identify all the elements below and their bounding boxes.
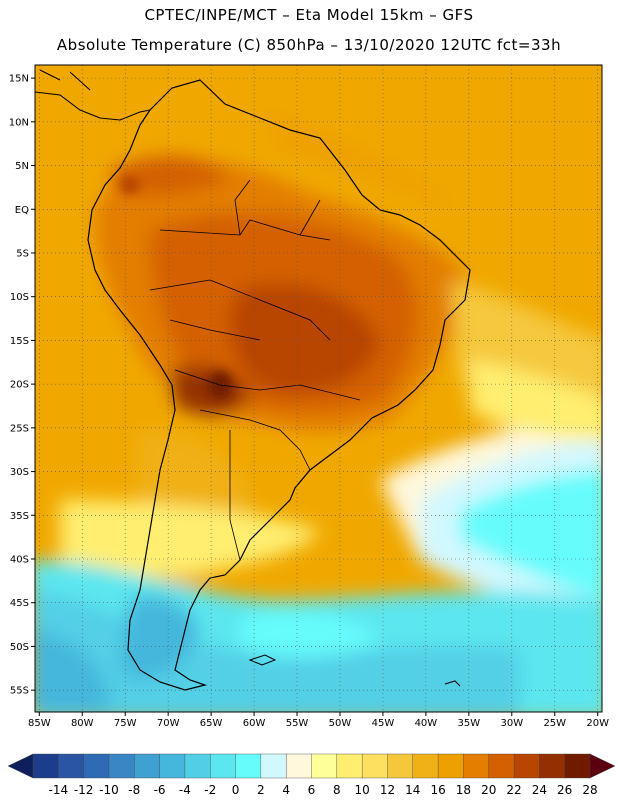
colorbar-swatch [32,753,59,779]
colorbar-swatch [564,753,591,779]
lat-label: 20S [10,380,29,391]
colorbar-swatch [260,753,287,779]
lon-label: 40W [415,718,438,729]
colorbar-arrow-low [7,753,34,779]
colorbar: -14 -12 -10 -8 -6 -4 -2 0 2 4 6 8 10 12 14 16 18 20 22 24 26… [7,753,616,797]
colorbar-label: 6 [308,783,316,797]
colorbar-swatch [412,753,439,779]
colorbar-swatch [108,753,135,779]
lat-label: 35S [10,511,29,522]
temperature-field [35,65,602,712]
lon-label: 45W [372,718,395,729]
lat-label: 25S [10,423,29,434]
lon-label: 35W [458,718,481,729]
colorbar-swatch [210,753,237,779]
colorbar-swatch [513,753,540,779]
south-america-outline [87,79,471,691]
colorbar-swatch [311,753,338,779]
lat-label: 50S [10,642,29,653]
colorbar-swatch [58,753,85,779]
colorbar-label: 10 [354,783,369,797]
colorbar-label: -10 [99,783,119,797]
colorbar-label: -8 [128,783,140,797]
lat-label: 15N [9,74,29,85]
lat-label: 5S [16,248,29,259]
colorbar-label: 24 [532,783,547,797]
title-model: CPTEC/INPE/MCT – Eta Model 15km – GFS [144,6,474,24]
south-georgia [444,680,461,687]
lon-label: 20W [586,718,609,729]
colorbar-swatch [437,753,464,779]
colorbar-label: 16 [430,783,445,797]
lon-label: 55W [286,718,309,729]
colorbar-label: 26 [557,783,572,797]
falkland-islands [248,654,277,666]
lat-label: 45S [10,598,29,609]
colorbar-label: 4 [282,783,290,797]
colorbar-swatch [361,753,388,779]
lon-label: 60W [243,718,266,729]
lon-label: 30W [500,718,523,729]
lon-label: 50W [329,718,352,729]
colorbar-swatch [83,753,110,779]
lon-label: 85W [28,718,51,729]
graticule [35,65,602,712]
map-frame [34,64,603,713]
colorbar-swatch [539,753,566,779]
colorbar-label: -6 [154,783,166,797]
lat-label: 10S [10,292,29,303]
colorbar-label: 8 [333,783,341,797]
colorbar-label: 0 [232,783,240,797]
colorbar-label: -2 [204,783,216,797]
lat-label: EQ [15,205,29,216]
colorbar-label: 22 [506,783,521,797]
lon-label: 80W [71,718,94,729]
colorbar-swatch [184,753,211,779]
colorbar-label: 18 [456,783,471,797]
colorbar-arrow-high [589,753,616,779]
colorbar-swatch [336,753,363,779]
lon-label: 70W [157,718,180,729]
lon-label: 25W [543,718,566,729]
colorbar-label: -12 [74,783,94,797]
colorbar-label: 2 [257,783,265,797]
colorbar-label: 20 [481,783,496,797]
colorbar-swatch [235,753,262,779]
lon-label: 65W [200,718,223,729]
colorbar-label: 28 [582,783,597,797]
lat-label: 55S [10,686,29,697]
lat-label: 40S [10,554,29,565]
lon-label: 75W [114,718,137,729]
colorbar-label: -4 [179,783,191,797]
lat-label: 30S [10,467,29,478]
colorbar-swatch [463,753,490,779]
colorbar-swatch [488,753,515,779]
axis-labels: 15N 10N 5N EQ 5S 10S 15S 20S 25S 30S 35S 40S 45S 50S 5… [9,74,609,729]
colorbar-label: 12 [380,783,395,797]
colorbar-label: -14 [49,783,69,797]
colorbar-swatch [134,753,161,779]
central-america-outline [35,69,151,121]
lat-label: 10N [9,117,29,128]
colorbar-swatch [387,753,414,779]
colorbar-swatch [285,753,313,779]
coastlines [35,69,471,691]
title-variable: Absolute Temperature (C) 850hPa – 13/10/… [56,36,562,54]
lat-label: 15S [10,336,29,347]
colorbar-label: 14 [405,783,420,797]
lat-label: 5N [15,161,29,172]
colorbar-swatch [159,753,186,779]
borders [149,179,361,561]
